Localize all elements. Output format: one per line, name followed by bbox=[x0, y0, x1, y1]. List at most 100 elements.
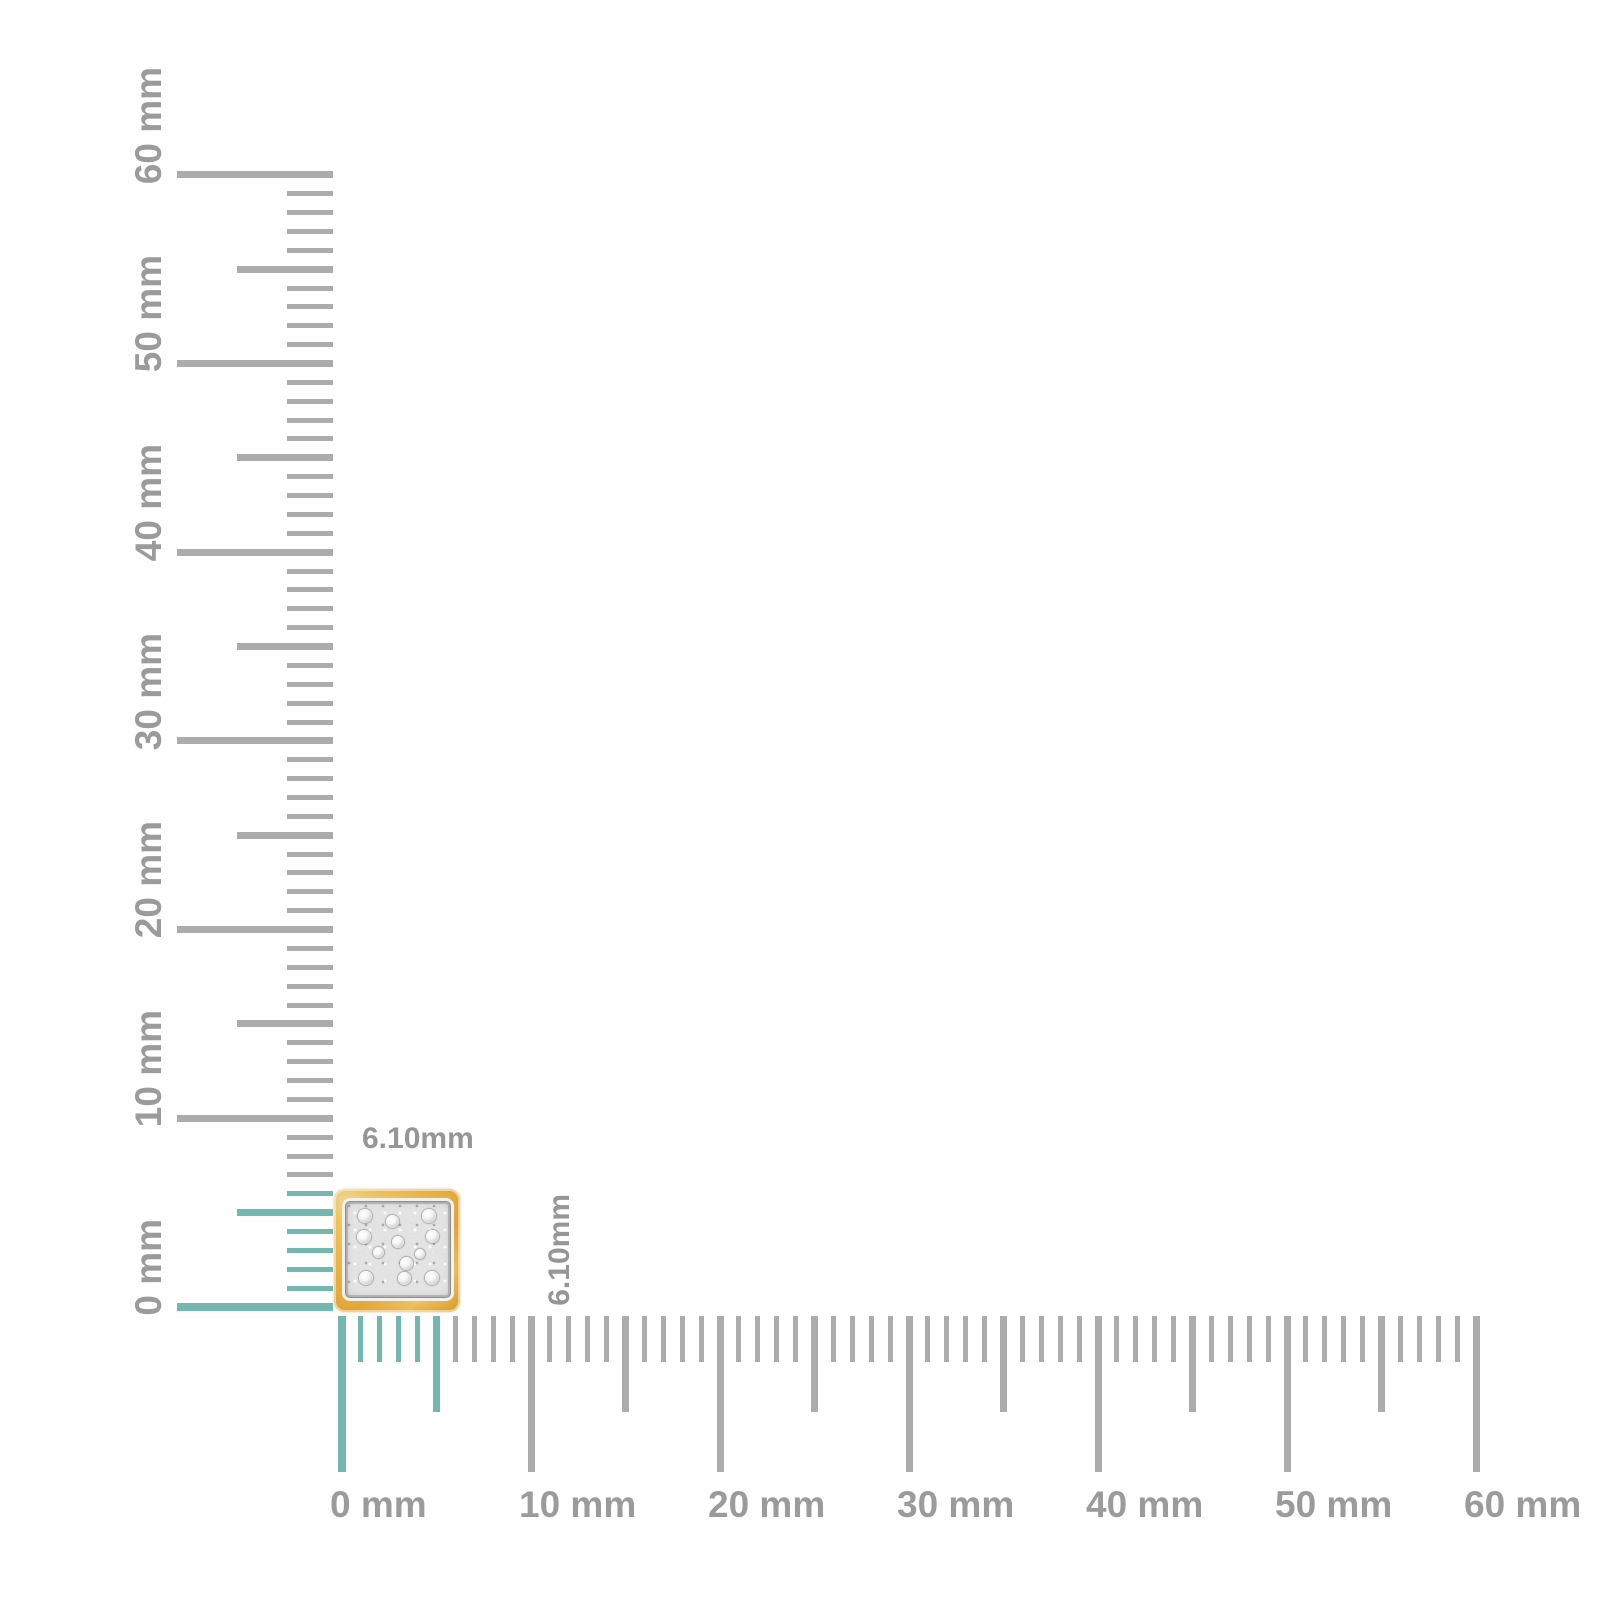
v-ruler-tick-38mm bbox=[287, 587, 333, 593]
h-ruler-tick-32mm bbox=[944, 1316, 950, 1362]
diamond-stone-8 bbox=[415, 1249, 425, 1259]
h-ruler-label-0mm: 0 mm bbox=[330, 1484, 427, 1525]
v-ruler-label-50mm: 50 mm bbox=[128, 255, 169, 373]
h-ruler-tick-45mm bbox=[1189, 1316, 1196, 1412]
v-ruler-tick-12mm bbox=[287, 1078, 333, 1084]
v-ruler-tick-5mm bbox=[237, 1209, 333, 1217]
h-ruler-tick-29mm bbox=[887, 1316, 893, 1362]
v-ruler-tick-32mm bbox=[287, 700, 333, 706]
h-ruler-tick-27mm bbox=[849, 1316, 855, 1362]
h-ruler-tick-0mm bbox=[338, 1316, 346, 1472]
h-ruler-tick-18mm bbox=[679, 1316, 685, 1362]
h-ruler-label-40mm: 40 mm bbox=[1086, 1484, 1204, 1525]
v-ruler-tick-34mm bbox=[287, 662, 333, 668]
v-ruler-label-10mm: 10 mm bbox=[128, 1010, 169, 1128]
h-ruler-tick-15mm bbox=[622, 1316, 629, 1412]
v-ruler-tick-37mm bbox=[287, 606, 333, 612]
v-ruler-tick-55mm bbox=[237, 265, 333, 273]
v-ruler-tick-15mm bbox=[237, 1020, 333, 1028]
h-ruler-tick-58mm bbox=[1435, 1316, 1441, 1362]
h-ruler-tick-53mm bbox=[1341, 1316, 1347, 1362]
v-ruler-tick-2mm bbox=[287, 1266, 333, 1272]
v-ruler-tick-47mm bbox=[287, 417, 333, 423]
h-ruler-tick-38mm bbox=[1057, 1316, 1063, 1362]
diamond-stone-1 bbox=[358, 1209, 372, 1223]
h-ruler-tick-49mm bbox=[1265, 1316, 1271, 1362]
v-ruler-tick-45mm bbox=[237, 454, 333, 462]
h-ruler-tick-1mm bbox=[358, 1316, 364, 1362]
v-ruler-tick-1mm bbox=[287, 1285, 333, 1291]
v-ruler-tick-19mm bbox=[287, 945, 333, 951]
diamond-stone-11 bbox=[397, 1271, 411, 1285]
width-dimension-label: 6.10mm bbox=[362, 1122, 474, 1155]
v-ruler-tick-43mm bbox=[287, 493, 333, 499]
height-dimension-label: 6.10mm bbox=[543, 1194, 576, 1306]
h-ruler-tick-51mm bbox=[1303, 1316, 1309, 1362]
v-ruler-tick-0mm bbox=[177, 1303, 333, 1311]
v-ruler-tick-6mm bbox=[287, 1191, 333, 1197]
h-ruler-tick-55mm bbox=[1378, 1316, 1385, 1412]
h-ruler-tick-25mm bbox=[811, 1316, 818, 1412]
v-ruler-tick-17mm bbox=[287, 983, 333, 989]
v-ruler-tick-49mm bbox=[287, 379, 333, 385]
v-ruler-tick-39mm bbox=[287, 568, 333, 574]
diamond-pave-plate bbox=[345, 1201, 451, 1298]
v-ruler-tick-28mm bbox=[287, 776, 333, 782]
h-ruler-tick-44mm bbox=[1171, 1316, 1177, 1362]
v-ruler-tick-60mm bbox=[177, 171, 333, 179]
v-ruler-tick-52mm bbox=[287, 323, 333, 329]
h-ruler-tick-5mm bbox=[433, 1316, 440, 1412]
h-ruler-tick-20mm bbox=[716, 1316, 724, 1472]
v-ruler-tick-56mm bbox=[287, 247, 333, 253]
h-ruler-tick-28mm bbox=[868, 1316, 874, 1362]
diamond-stone-9 bbox=[399, 1256, 413, 1270]
v-ruler-tick-50mm bbox=[177, 360, 333, 367]
v-ruler-label-0mm: 0 mm bbox=[128, 1219, 169, 1316]
diamond-stone-10 bbox=[359, 1271, 373, 1285]
h-ruler-tick-40mm bbox=[1094, 1316, 1102, 1472]
v-ruler-tick-13mm bbox=[287, 1059, 333, 1065]
v-ruler-tick-22mm bbox=[287, 889, 333, 895]
h-ruler-tick-19mm bbox=[698, 1316, 704, 1362]
v-ruler-tick-3mm bbox=[287, 1247, 333, 1253]
h-ruler-tick-24mm bbox=[793, 1316, 799, 1362]
v-ruler-tick-4mm bbox=[287, 1229, 333, 1235]
h-ruler-tick-31mm bbox=[925, 1316, 931, 1362]
h-ruler-tick-14mm bbox=[604, 1316, 610, 1362]
diamond-stone-5 bbox=[425, 1229, 439, 1243]
h-ruler-tick-30mm bbox=[905, 1316, 913, 1472]
h-ruler-label-50mm: 50 mm bbox=[1275, 1484, 1393, 1525]
v-ruler-tick-57mm bbox=[287, 228, 333, 234]
v-ruler-label-30mm: 30 mm bbox=[128, 632, 169, 750]
h-ruler-tick-52mm bbox=[1322, 1316, 1328, 1362]
v-ruler-tick-35mm bbox=[237, 643, 333, 651]
h-ruler-tick-34mm bbox=[982, 1316, 988, 1362]
h-ruler-tick-10mm bbox=[527, 1316, 535, 1472]
v-ruler-tick-30mm bbox=[177, 737, 333, 745]
diamond-stone-3 bbox=[422, 1209, 436, 1223]
h-ruler-tick-39mm bbox=[1076, 1316, 1082, 1362]
v-ruler-tick-46mm bbox=[287, 436, 333, 442]
v-ruler-tick-42mm bbox=[287, 511, 333, 517]
h-ruler-tick-59mm bbox=[1454, 1316, 1460, 1362]
v-ruler-tick-25mm bbox=[237, 831, 333, 839]
h-ruler-tick-12mm bbox=[566, 1316, 572, 1362]
h-ruler-tick-17mm bbox=[660, 1316, 666, 1362]
h-ruler-tick-43mm bbox=[1152, 1316, 1158, 1362]
v-ruler-tick-24mm bbox=[287, 851, 333, 857]
v-ruler-tick-33mm bbox=[287, 681, 333, 687]
v-ruler-tick-9mm bbox=[287, 1134, 333, 1140]
h-ruler-tick-46mm bbox=[1208, 1316, 1214, 1362]
h-ruler-tick-60mm bbox=[1472, 1316, 1480, 1472]
v-ruler-label-40mm: 40 mm bbox=[128, 443, 169, 562]
h-ruler-label-30mm: 30 mm bbox=[897, 1484, 1015, 1525]
v-ruler-tick-26mm bbox=[287, 813, 333, 819]
v-ruler-tick-21mm bbox=[287, 908, 333, 914]
diamond-stone-12 bbox=[425, 1271, 439, 1285]
h-ruler-label-10mm: 10 mm bbox=[519, 1484, 637, 1525]
v-ruler-tick-29mm bbox=[287, 757, 333, 763]
h-ruler-tick-4mm bbox=[415, 1316, 421, 1362]
h-ruler-tick-3mm bbox=[396, 1316, 402, 1362]
diamond-stone-7 bbox=[372, 1246, 384, 1258]
